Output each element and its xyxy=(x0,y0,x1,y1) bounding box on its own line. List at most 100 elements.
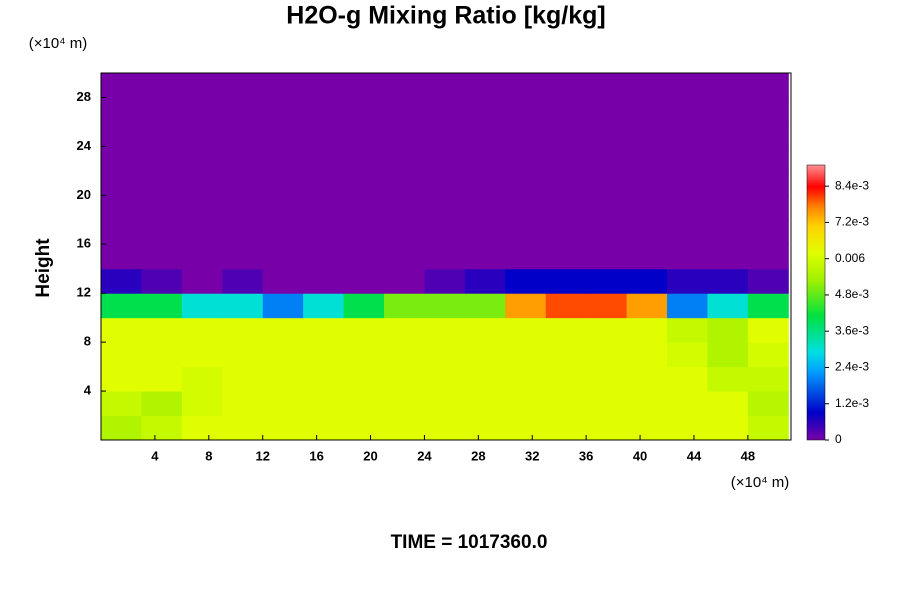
cell xyxy=(141,121,183,147)
cell xyxy=(181,170,223,196)
cell xyxy=(667,121,708,147)
x-tick-label: 32 xyxy=(525,448,539,463)
cell xyxy=(222,195,264,221)
cell xyxy=(141,146,183,172)
cell xyxy=(424,244,466,270)
cell xyxy=(141,293,183,319)
cell xyxy=(505,317,547,343)
cell xyxy=(141,244,183,270)
cell xyxy=(747,146,789,172)
cell xyxy=(626,268,668,294)
cell xyxy=(747,268,789,294)
cell xyxy=(303,342,345,368)
cell xyxy=(141,268,183,294)
cell xyxy=(303,121,345,147)
colorbar-tick-label: 0 xyxy=(835,432,842,446)
cell xyxy=(707,268,749,294)
cell xyxy=(626,219,668,245)
cell xyxy=(626,366,668,392)
cell xyxy=(747,219,789,245)
cell xyxy=(747,391,789,417)
cell xyxy=(545,146,587,172)
y-tick-label: 24 xyxy=(77,138,92,153)
cell xyxy=(545,73,587,98)
cell xyxy=(667,244,708,270)
cell xyxy=(747,293,789,319)
cell xyxy=(101,170,142,196)
cell xyxy=(303,244,345,270)
cell xyxy=(586,366,628,392)
cell xyxy=(262,121,304,147)
y-tick-label: 8 xyxy=(84,334,91,349)
cell xyxy=(181,244,223,270)
cell xyxy=(505,195,547,221)
cell xyxy=(424,415,466,441)
colorbar xyxy=(806,164,826,441)
cell xyxy=(586,391,628,417)
cell xyxy=(222,244,264,270)
cell xyxy=(505,415,547,441)
cell xyxy=(141,391,183,417)
cell xyxy=(747,121,789,147)
cell xyxy=(667,415,708,441)
cell xyxy=(181,268,223,294)
cell xyxy=(545,268,587,294)
cell xyxy=(101,146,142,172)
cell xyxy=(626,317,668,343)
cell xyxy=(424,170,466,196)
cell xyxy=(303,219,345,245)
cell xyxy=(222,170,264,196)
cell xyxy=(586,268,628,294)
cell xyxy=(464,366,506,392)
cell xyxy=(262,391,304,417)
cell xyxy=(586,244,628,270)
cell xyxy=(181,97,223,123)
cell xyxy=(141,342,183,368)
x-tick-label: 12 xyxy=(255,448,269,463)
cell xyxy=(222,146,264,172)
cell xyxy=(505,219,547,245)
cell xyxy=(707,195,749,221)
x-tick-label: 24 xyxy=(417,448,432,463)
cell xyxy=(384,195,425,221)
cell xyxy=(101,97,142,123)
cell xyxy=(464,415,506,441)
y-tick-label: 4 xyxy=(84,383,92,398)
colorbar-tick-label: 4.8e-3 xyxy=(835,287,869,301)
x-tick-label: 36 xyxy=(579,448,593,463)
cell xyxy=(424,73,466,98)
cell xyxy=(707,170,749,196)
cell xyxy=(222,317,264,343)
cell xyxy=(424,342,466,368)
cell xyxy=(181,73,223,98)
cell xyxy=(747,366,789,392)
cell xyxy=(141,73,183,98)
cell xyxy=(141,317,183,343)
cell xyxy=(303,391,345,417)
cell xyxy=(586,170,628,196)
cell xyxy=(505,97,547,123)
cell xyxy=(181,121,223,147)
cell xyxy=(384,366,425,392)
cell xyxy=(667,268,708,294)
cell xyxy=(343,366,385,392)
cell xyxy=(545,170,587,196)
cell xyxy=(747,342,789,368)
cell xyxy=(707,366,749,392)
y-tick-label: 16 xyxy=(77,236,91,251)
cell xyxy=(343,170,385,196)
cell xyxy=(707,219,749,245)
cell xyxy=(303,73,345,98)
cell xyxy=(141,366,183,392)
cell xyxy=(586,73,628,98)
cell xyxy=(747,317,789,343)
cell xyxy=(222,268,264,294)
cell xyxy=(262,342,304,368)
cell xyxy=(707,391,749,417)
cell xyxy=(181,317,223,343)
cell xyxy=(222,366,264,392)
cell xyxy=(101,219,142,245)
cell xyxy=(262,293,304,319)
cell xyxy=(747,73,789,98)
cell xyxy=(222,73,264,98)
